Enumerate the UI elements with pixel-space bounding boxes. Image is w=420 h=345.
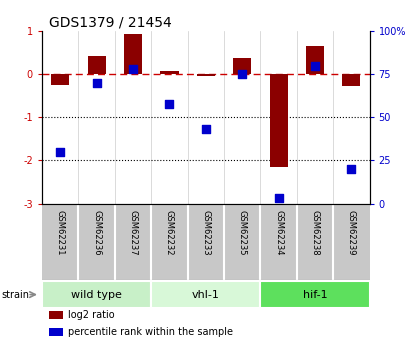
Bar xyxy=(270,74,288,167)
Bar xyxy=(233,58,251,74)
Text: GSM62235: GSM62235 xyxy=(238,210,247,255)
Text: GSM62238: GSM62238 xyxy=(310,210,320,255)
Text: GSM62239: GSM62239 xyxy=(347,210,356,255)
Text: GSM62236: GSM62236 xyxy=(92,210,101,255)
Text: GSM62233: GSM62233 xyxy=(201,210,210,255)
Point xyxy=(275,196,282,201)
Text: GDS1379 / 21454: GDS1379 / 21454 xyxy=(49,16,171,30)
Text: hif-1: hif-1 xyxy=(303,289,327,299)
Text: strain: strain xyxy=(2,289,30,299)
Point xyxy=(57,149,63,155)
Point xyxy=(130,66,136,72)
Bar xyxy=(87,56,106,74)
Point xyxy=(202,127,209,132)
Bar xyxy=(197,74,215,76)
Bar xyxy=(160,71,178,74)
Bar xyxy=(124,34,142,74)
Bar xyxy=(51,74,69,85)
Text: vhl-1: vhl-1 xyxy=(192,289,220,299)
Point xyxy=(312,63,318,68)
Text: GSM62232: GSM62232 xyxy=(165,210,174,255)
Bar xyxy=(342,74,360,86)
Text: GSM62234: GSM62234 xyxy=(274,210,283,255)
Point xyxy=(348,166,355,172)
Point xyxy=(93,80,100,86)
Text: wild type: wild type xyxy=(71,289,122,299)
Text: log2 ratio: log2 ratio xyxy=(68,310,115,320)
Bar xyxy=(260,281,370,308)
Bar xyxy=(151,281,260,308)
Bar xyxy=(306,46,324,74)
Point xyxy=(239,71,246,77)
Text: percentile rank within the sample: percentile rank within the sample xyxy=(68,327,233,337)
Bar xyxy=(49,328,63,336)
Text: GSM62237: GSM62237 xyxy=(129,210,137,255)
Point xyxy=(166,101,173,106)
Bar xyxy=(49,311,63,319)
Bar xyxy=(42,281,151,308)
Text: GSM62231: GSM62231 xyxy=(56,210,65,255)
